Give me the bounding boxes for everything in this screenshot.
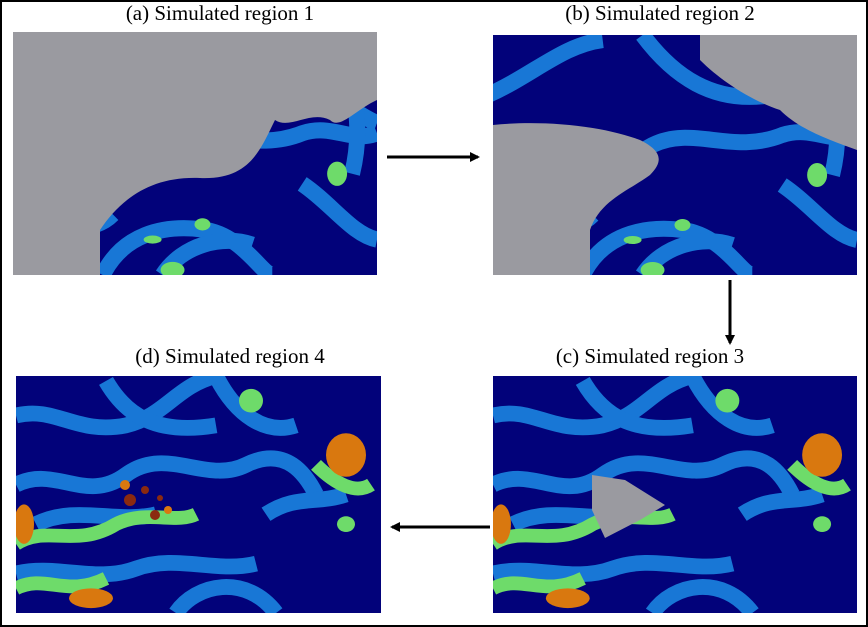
panel-image: [14, 376, 381, 613]
figure: (a) Simulated region 1 (b) Simulated reg…: [0, 0, 868, 627]
panel-image: [488, 35, 857, 278]
panel-image: [8, 32, 377, 278]
panel-title: (a) Simulated region 1: [126, 1, 314, 25]
panel-title: (c) Simulated region 3: [556, 344, 744, 368]
panel-title: (d) Simulated region 4: [135, 344, 325, 368]
panel-image: [491, 376, 857, 613]
panel-title: (b) Simulated region 2: [565, 1, 755, 25]
